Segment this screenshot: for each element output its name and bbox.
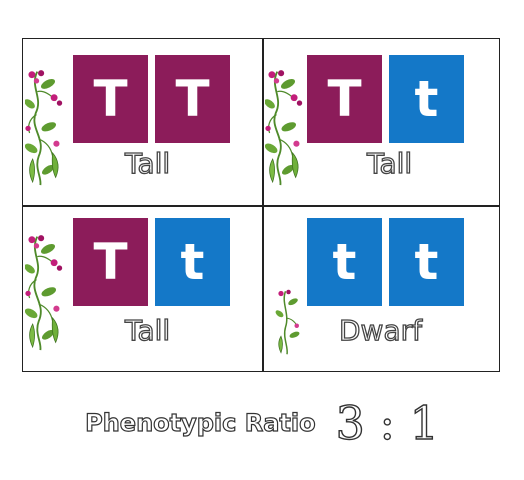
allele-tile: T [307,55,382,143]
punnett-cell-tt-het-tall: T t Tall [23,206,261,371]
phenotypic-ratio: Phenotypic Ratio 3 : 1 [0,395,524,450]
allele-tile: t [389,218,464,306]
punnett-cell-tt-het-tall: T t Tall [263,39,501,204]
ratio-value: 3 : 1 [335,395,440,450]
phenotype-label: Tall [124,313,171,347]
punnett-cell-tt-dwarf: t t Dwarf [263,206,501,371]
grid-divider-horizontal [23,205,499,207]
allele-tile: t [307,218,382,306]
punnett-cell-tt-tall: T T Tall [23,39,261,204]
allele-tile: T [73,218,148,306]
phenotype-label: Dwarf [338,313,422,347]
pea-plant-tall-icon [265,57,311,199]
pea-plant-tall-icon [25,57,71,199]
pea-plant-tall-icon [25,222,71,364]
pea-plant-dwarf-icon [275,278,305,366]
allele-tile: T [155,55,230,143]
phenotype-label: Tall [366,146,413,180]
phenotype-label: Tall [124,146,171,180]
punnett-square: T T Tall T t Tall T t Tall t t Dwarf [22,38,500,372]
allele-tile: t [155,218,230,306]
allele-tile: t [389,55,464,143]
allele-tile: T [73,55,148,143]
ratio-label: Phenotypic Ratio [85,408,317,437]
